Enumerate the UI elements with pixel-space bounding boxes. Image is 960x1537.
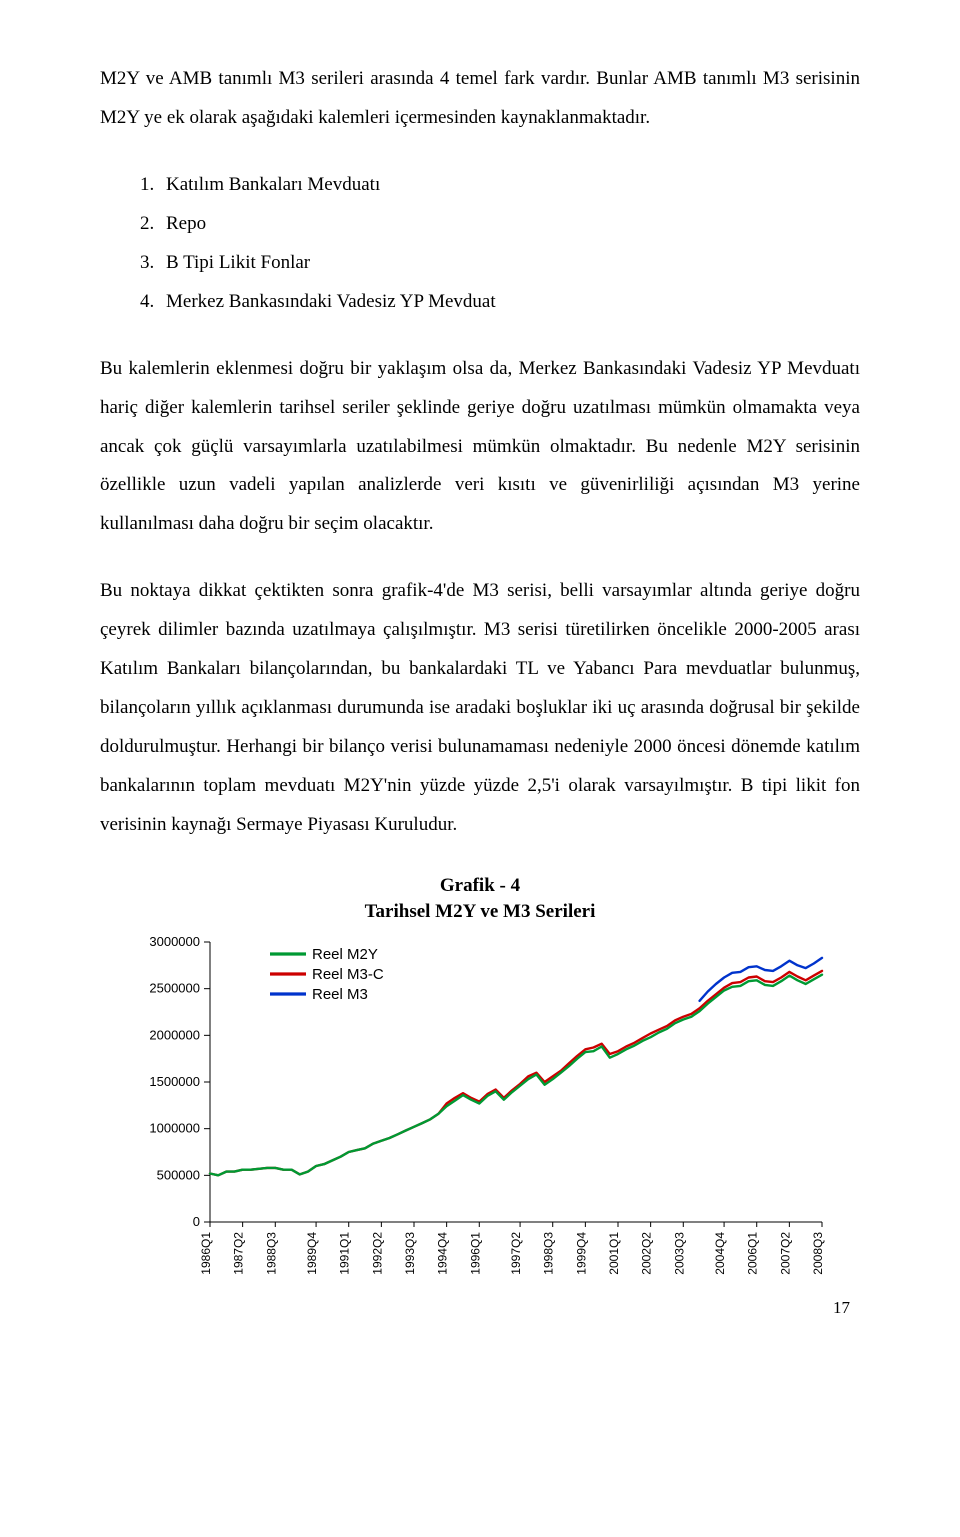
svg-text:2007Q2: 2007Q2 [778, 1232, 792, 1275]
chart: 0 500000 1000000 1500000 2000000 2500000 30000… [120, 932, 840, 1292]
svg-text:1987Q2: 1987Q2 [232, 1232, 246, 1275]
svg-text:2006Q1: 2006Q1 [746, 1232, 760, 1275]
page: M2Y ve AMB tanımlı M3 serileri arasında … [0, 0, 960, 1332]
svg-text:2500000: 2500000 [149, 981, 200, 996]
page-number: 17 [833, 1298, 850, 1318]
numbered-list: 1.Katılım Bankaları Mevduatı2.Repo3.B Ti… [100, 166, 860, 322]
svg-text:2002Q2: 2002Q2 [640, 1232, 654, 1275]
svg-text:1992Q2: 1992Q2 [370, 1232, 384, 1275]
list-item: 2.Repo [140, 205, 860, 244]
paragraph-1: M2Y ve AMB tanımlı M3 serileri arasında … [100, 60, 860, 138]
svg-text:2001Q1: 2001Q1 [607, 1232, 621, 1275]
svg-text:1997Q2: 1997Q2 [509, 1232, 523, 1275]
chart-title-line1: Grafik - 4 [440, 875, 520, 896]
svg-text:Reel M3-C: Reel M3-C [312, 966, 384, 983]
svg-text:1988Q3: 1988Q3 [264, 1232, 278, 1275]
svg-text:0: 0 [193, 1214, 200, 1229]
svg-text:3000000: 3000000 [149, 934, 200, 949]
svg-text:2008Q3: 2008Q3 [811, 1232, 825, 1275]
svg-text:1500000: 1500000 [149, 1074, 200, 1089]
svg-text:1999Q4: 1999Q4 [574, 1232, 588, 1275]
chart-svg: 0 500000 1000000 1500000 2000000 2500000 30000… [120, 932, 840, 1292]
svg-text:Reel M3: Reel M3 [312, 986, 368, 1003]
svg-text:1991Q1: 1991Q1 [338, 1232, 352, 1275]
svg-text:1986Q1: 1986Q1 [199, 1232, 213, 1275]
svg-text:500000: 500000 [157, 1167, 200, 1182]
svg-text:1998Q3: 1998Q3 [542, 1232, 556, 1275]
svg-text:2004Q4: 2004Q4 [713, 1232, 727, 1275]
svg-text:1996Q1: 1996Q1 [468, 1232, 482, 1275]
svg-text:1000000: 1000000 [149, 1121, 200, 1136]
svg-text:1993Q3: 1993Q3 [403, 1232, 417, 1275]
list-item: 4.Merkez Bankasındaki Vadesiz YP Mevduat [140, 283, 860, 322]
list-item: 1.Katılım Bankaları Mevduatı [140, 166, 860, 205]
list-item: 3.B Tipi Likit Fonlar [140, 244, 860, 283]
paragraph-2: Bu kalemlerin eklenmesi doğru bir yaklaş… [100, 350, 860, 545]
svg-text:Reel M2Y: Reel M2Y [312, 946, 378, 963]
chart-title: Grafik - 4 Tarihsel M2Y ve M3 Serileri [100, 873, 860, 926]
svg-text:1989Q4: 1989Q4 [305, 1232, 319, 1275]
paragraph-3: Bu noktaya dikkat çektikten sonra grafik… [100, 572, 860, 845]
svg-text:1994Q4: 1994Q4 [436, 1232, 450, 1275]
svg-text:2003Q3: 2003Q3 [672, 1232, 686, 1275]
svg-text:2000000: 2000000 [149, 1027, 200, 1042]
chart-title-line2: Tarihsel M2Y ve M3 Serileri [365, 901, 596, 922]
